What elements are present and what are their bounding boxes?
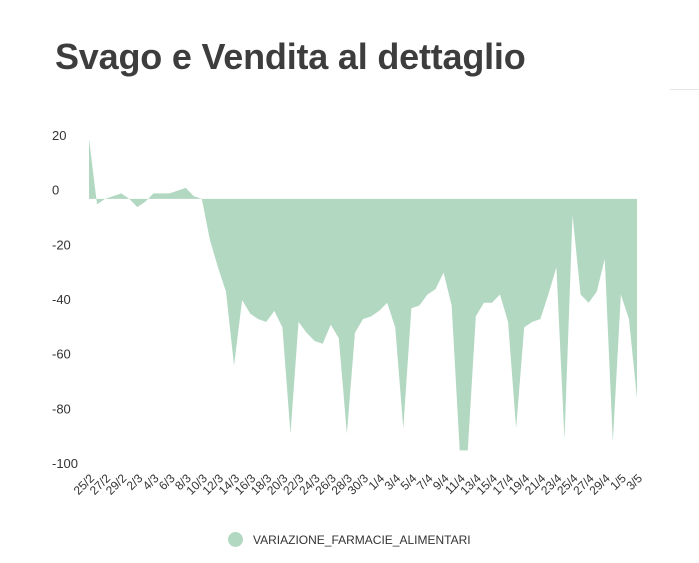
data-point[interactable]: 10/4: -42 xyxy=(449,302,455,308)
data-point[interactable]: 28/2: -2 xyxy=(110,193,116,199)
data-point[interactable]: 22/3: -48 xyxy=(296,319,302,325)
data-point[interactable]: 13/4: -46 xyxy=(473,313,479,319)
data-point[interactable]: 29/4: -25 xyxy=(602,256,608,262)
data-point[interactable]: 24/4: -91 xyxy=(561,436,567,442)
data-point[interactable]: 14/4: -41 xyxy=(481,300,487,306)
data-point[interactable]: 26/3: -49 xyxy=(328,322,334,328)
data-point[interactable]: 30/3: -47 xyxy=(360,316,366,322)
data-point[interactable]: 20/4: -48 xyxy=(529,319,535,325)
data-point[interactable]: 6/3: -1 xyxy=(167,190,173,196)
data-point[interactable]: 29/2: -1 xyxy=(118,190,124,196)
data-point[interactable]: 3/4: -50 xyxy=(392,324,398,330)
data-point[interactable]: 1/3: -3 xyxy=(126,196,132,202)
y-tick-label: -100 xyxy=(52,456,78,471)
data-point[interactable]: 14/3: -64 xyxy=(231,363,237,369)
x-tick-label: 3/5 xyxy=(623,471,645,493)
data-point[interactable]: 23/4: -28 xyxy=(553,264,559,270)
data-point[interactable]: 3/3: -4 xyxy=(142,199,148,205)
corner-divider xyxy=(670,89,699,90)
series-area xyxy=(89,138,637,451)
data-point[interactable]: 1/4: -44 xyxy=(376,308,382,314)
data-point[interactable]: 20/3: -50 xyxy=(279,324,285,330)
data-point[interactable]: 26/4: -38 xyxy=(578,292,584,298)
data-point[interactable]: 16/3: -45 xyxy=(247,311,253,317)
data-point[interactable]: 15/4: -41 xyxy=(489,300,495,306)
data-point[interactable]: 10/3: -3 xyxy=(199,196,205,202)
data-point[interactable]: 29/3: -52 xyxy=(352,330,358,336)
data-point[interactable]: 25/4: -9 xyxy=(570,212,576,218)
data-point[interactable]: 7/3: 0 xyxy=(175,188,181,194)
data-point[interactable]: 18/4: -87 xyxy=(513,425,519,431)
legend[interactable]: VARIAZIONE_FARMACIE_ALIMENTARI xyxy=(228,532,471,547)
data-point[interactable]: 27/2: -3 xyxy=(102,196,108,202)
data-point[interactable]: 13/3: -37 xyxy=(223,289,229,295)
data-point[interactable]: 2/3: -6 xyxy=(134,204,140,210)
data-point[interactable]: 8/3: 1 xyxy=(183,185,189,191)
data-point[interactable]: 28/4: -37 xyxy=(594,289,600,295)
data-point[interactable]: 11/4: -95 xyxy=(457,447,463,453)
data-point[interactable]: 2/5: -47 xyxy=(626,316,632,322)
y-tick-label: -20 xyxy=(52,237,71,252)
data-point[interactable]: 22/4: -38 xyxy=(545,292,551,298)
data-point[interactable]: 28/3: -89 xyxy=(344,431,350,437)
area-chart: 20 0 -20 -40 -60 -80 -100 25/2: 19 26/2: -527/2… xyxy=(52,128,646,498)
legend-label: VARIAZIONE_FARMACIE_ALIMENTARI xyxy=(253,532,471,547)
data-point[interactable]: 24/3: -55 xyxy=(312,338,318,344)
plot-area: 25/2: 19 26/2: -527/2: -328/2: -229/2: -1… xyxy=(86,136,640,453)
data-point[interactable]: 17/3: -47 xyxy=(255,316,261,322)
data-point[interactable]: 8/4: -36 xyxy=(433,286,439,292)
y-tick-label: -60 xyxy=(52,347,71,362)
data-point[interactable]: 15/3: -40 xyxy=(239,297,245,303)
data-point[interactable]: 17/4: -48 xyxy=(505,319,511,325)
data-point[interactable]: 30/4: -92 xyxy=(610,439,616,445)
data-point[interactable]: 27/4: -41 xyxy=(586,300,592,306)
data-point[interactable]: 16/4: -38 xyxy=(497,292,503,298)
data-point[interactable]: 4/3: -1 xyxy=(150,190,156,196)
data-point[interactable]: 5/3: -1 xyxy=(159,190,165,196)
y-tick-label: 20 xyxy=(52,128,66,143)
data-point[interactable]: 23/3: -52 xyxy=(304,330,310,336)
data-point[interactable]: 7/4: -38 xyxy=(424,292,430,298)
data-point[interactable]: 9/3: -2 xyxy=(191,193,197,199)
data-point[interactable]: 25/2: 19 xyxy=(86,136,92,142)
data-point[interactable]: 21/3: -89 xyxy=(287,431,293,437)
x-axis: 25/227/229/22/34/36/38/310/312/314/316/3… xyxy=(71,471,646,498)
y-tick-label: -80 xyxy=(52,401,71,416)
data-point[interactable]: 27/3: -54 xyxy=(336,335,342,341)
data-point[interactable]: 9/4: -30 xyxy=(441,270,447,276)
data-point[interactable]: 21/4: -47 xyxy=(537,316,543,322)
y-axis: 20 0 -20 -40 -60 -80 -100 xyxy=(52,128,78,471)
data-point[interactable]: 3/5: -76 xyxy=(634,395,640,401)
data-point[interactable]: 26/2: -5 xyxy=(94,201,100,207)
data-point[interactable]: 12/4: -95 xyxy=(465,447,471,453)
data-point[interactable]: 11/3: -18 xyxy=(207,237,213,243)
data-point[interactable]: 12/3: -28 xyxy=(215,264,221,270)
data-point[interactable]: 1/5: -38 xyxy=(618,292,624,298)
data-point[interactable]: 18/3: -48 xyxy=(263,319,269,325)
chart-title: Svago e Vendita al dettaglio xyxy=(55,36,526,77)
data-point[interactable]: 31/3: -46 xyxy=(368,313,374,319)
y-tick-label: -40 xyxy=(52,292,71,307)
y-tick-label: 0 xyxy=(52,183,59,198)
data-point[interactable]: 6/4: -42 xyxy=(416,302,422,308)
data-point[interactable]: 19/4: -50 xyxy=(521,324,527,330)
data-point[interactable]: 4/4: -87 xyxy=(400,425,406,431)
data-point[interactable]: 5/4: -43 xyxy=(408,305,414,311)
data-point[interactable]: 2/4: -41 xyxy=(384,300,390,306)
data-point[interactable]: 19/3: -44 xyxy=(271,308,277,314)
legend-swatch xyxy=(228,532,243,547)
data-point[interactable]: 25/3: -56 xyxy=(320,341,326,347)
